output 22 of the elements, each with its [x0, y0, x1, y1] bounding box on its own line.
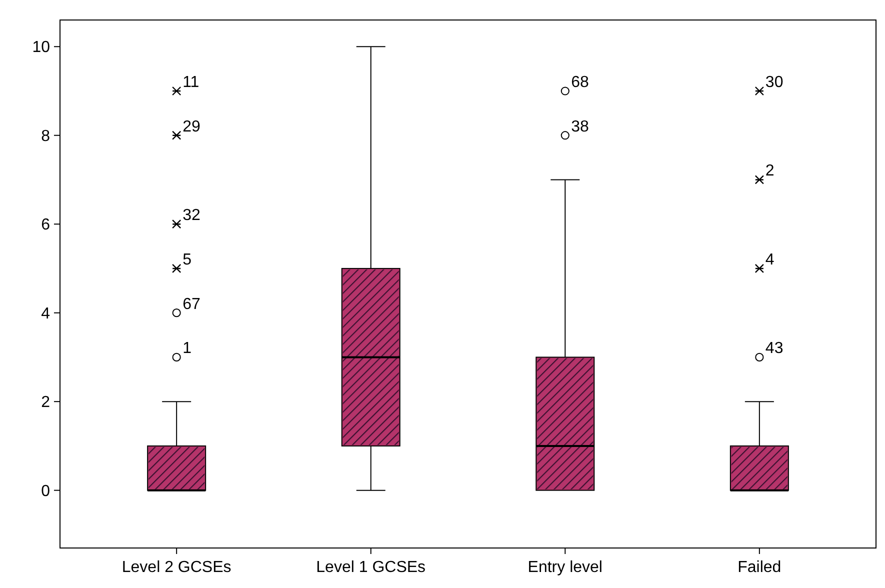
annotation: 43 — [765, 340, 784, 358]
annotation: 67 — [182, 296, 200, 313]
annotation: 68 — [571, 74, 590, 91]
annotation: 1 — [182, 340, 192, 358]
y-tick-label: 0 — [41, 482, 50, 500]
annotation: 32 — [182, 207, 200, 224]
y-tick-label: 8 — [41, 128, 50, 145]
annotation: 4 — [765, 251, 774, 268]
x-tick-label: Entry level — [528, 559, 602, 576]
annotation: 2 — [765, 162, 774, 180]
x-tick-label: Level 2 GCSEs — [122, 559, 232, 576]
annotation: 29 — [182, 118, 200, 136]
y-tick-label: 2 — [41, 394, 50, 412]
y-tick-label: 6 — [41, 216, 50, 234]
x-tick-label: Level 1 GCSEs — [316, 559, 426, 576]
y-tick-label: 4 — [41, 305, 50, 322]
annotation: 11 — [182, 74, 200, 91]
annotation: 30 — [765, 74, 784, 91]
x-tick-label: Failed — [738, 559, 782, 576]
annotation: 38 — [571, 118, 590, 136]
annotation: 5 — [182, 251, 192, 268]
y-tick-label: 10 — [32, 39, 50, 56]
